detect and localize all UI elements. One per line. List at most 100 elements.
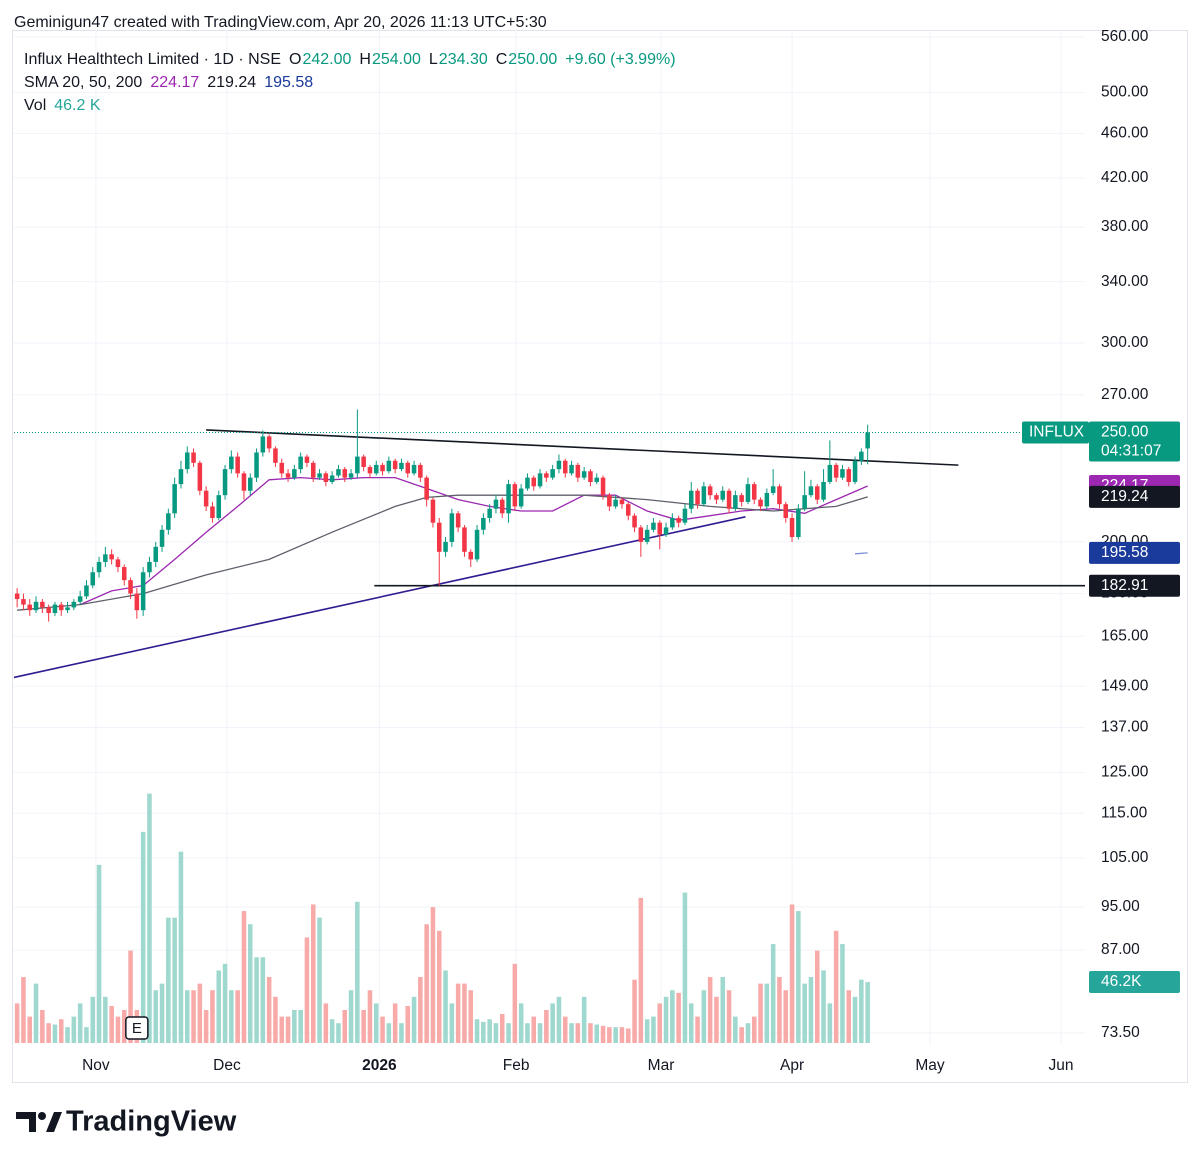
y-tick-label: 300.00 (1101, 334, 1149, 351)
volume-bar (802, 983, 807, 1043)
candle-body (720, 490, 726, 500)
candle-body (222, 469, 228, 496)
volume-bar (235, 990, 240, 1043)
volume-bar (556, 996, 562, 1043)
candle-body (285, 473, 291, 478)
hline-tag-bg (1089, 574, 1180, 597)
volume-bar (241, 911, 247, 1043)
candle-body (310, 462, 316, 478)
volume-bar (348, 990, 354, 1043)
candle-body (726, 490, 732, 509)
candle-body (569, 464, 574, 474)
volume-bar (77, 1003, 83, 1043)
volume-bar (310, 904, 316, 1043)
candle-body (436, 522, 442, 552)
candle-body (481, 517, 486, 530)
volume-bar (588, 1023, 593, 1043)
volume-bar (468, 990, 474, 1043)
candle-body (777, 486, 782, 505)
candle-body (109, 554, 114, 560)
countdown: 04:31:07 (1101, 443, 1161, 460)
volume-bar (361, 1010, 366, 1043)
y-tick-label: 460.00 (1101, 125, 1149, 142)
sma-tag: 195.58 (1101, 544, 1148, 561)
volume-bar (707, 977, 713, 1043)
volume-bar (121, 1010, 127, 1043)
candle-body (607, 495, 612, 507)
y-tick-label: 560.00 (1101, 28, 1149, 45)
candle-body (197, 462, 203, 491)
volume-bar (222, 963, 228, 1043)
volume-bar (436, 930, 442, 1043)
volume-bar (859, 979, 864, 1043)
candle-body (329, 475, 335, 482)
candle-body (758, 499, 763, 507)
volume-bar (380, 1016, 385, 1043)
volume-bar (865, 982, 870, 1043)
volume-bar (298, 1010, 303, 1043)
volume-bar (733, 1016, 738, 1043)
volume-bar (575, 1023, 581, 1043)
candle-body (71, 601, 77, 608)
volume-bar (607, 1027, 612, 1043)
volume-bar (355, 901, 360, 1043)
volume-bar (317, 917, 322, 1043)
logo-mark (46, 1112, 62, 1132)
candle-body (317, 473, 322, 478)
volume-bar (764, 983, 770, 1043)
volume-bar (562, 1016, 568, 1043)
candle-body (575, 464, 581, 478)
legend-key: H (359, 51, 371, 68)
volume-bar (159, 983, 165, 1043)
volume-bar (33, 983, 39, 1043)
last-price-tag-bg (1089, 421, 1180, 462)
logo-mark (38, 1112, 46, 1120)
volume-bar (852, 996, 858, 1043)
volume-bar (840, 944, 845, 1043)
volume-bar (65, 1027, 70, 1043)
candle-body (46, 607, 51, 614)
candle-body (701, 486, 707, 505)
volume-pane: E (14, 793, 870, 1043)
candle-body (745, 484, 751, 502)
candle-body (462, 527, 467, 552)
x-tick-label: Dec (213, 1057, 241, 1074)
candle-body (821, 481, 826, 500)
volume-bar (619, 1027, 625, 1043)
candle-body (203, 490, 209, 507)
volume-bar (455, 983, 461, 1043)
sma-line (854, 552, 868, 555)
volume-bar (184, 990, 190, 1043)
legend-vol-value: 46.2 K (54, 97, 101, 114)
legend-sma-label: SMA 20, 50, 200 (24, 74, 142, 91)
volume-bar (96, 864, 102, 1043)
candle-body (373, 464, 379, 474)
volume-bar (462, 983, 467, 1043)
volume-bar (411, 996, 417, 1043)
volume-bar (14, 1003, 20, 1043)
volume-bar (726, 990, 732, 1043)
candle-body (84, 585, 89, 597)
candle-body (550, 469, 555, 478)
volume-bar (254, 957, 259, 1043)
symbol-tag: INFLUX (1029, 424, 1085, 441)
candle-body (298, 456, 303, 470)
volume-bar (814, 950, 820, 1043)
candle-body (537, 473, 543, 487)
candle-body (657, 522, 663, 535)
y-tick-label: 380.00 (1101, 218, 1149, 235)
volume-bar (821, 970, 826, 1043)
y-tick-label: 115.00 (1101, 804, 1148, 821)
candle-body (96, 561, 102, 573)
volume-bar (178, 851, 184, 1043)
candle-body (40, 601, 45, 608)
volume-bar (260, 957, 266, 1043)
candle-body (166, 513, 171, 530)
candle-body (588, 471, 593, 482)
volume-bar (21, 977, 26, 1043)
candle-body (172, 484, 177, 514)
volume-bar (676, 992, 681, 1043)
candle-body (342, 469, 348, 478)
volume-bar (449, 1003, 455, 1043)
volume-bar (789, 904, 795, 1043)
